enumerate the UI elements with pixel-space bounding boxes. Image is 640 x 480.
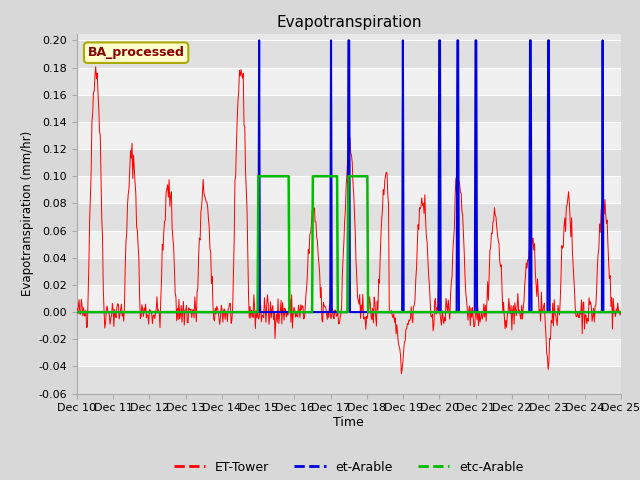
Bar <box>77 312 621 339</box>
Text: BA_processed: BA_processed <box>88 46 184 59</box>
Bar <box>77 122 621 149</box>
Bar <box>77 366 621 394</box>
Bar <box>77 204 621 230</box>
Legend: ET-Tower, et-Arable, etc-Arable: ET-Tower, et-Arable, etc-Arable <box>169 456 529 479</box>
Bar <box>77 285 621 312</box>
Y-axis label: Evapotranspiration (mm/hr): Evapotranspiration (mm/hr) <box>21 131 34 296</box>
Bar <box>77 258 621 285</box>
Title: Evapotranspiration: Evapotranspiration <box>276 15 422 30</box>
X-axis label: Time: Time <box>333 416 364 429</box>
Bar <box>77 95 621 122</box>
Bar <box>77 176 621 204</box>
Bar <box>77 68 621 95</box>
Bar <box>77 230 621 258</box>
Bar <box>77 149 621 176</box>
Bar <box>77 339 621 366</box>
Bar <box>77 40 621 68</box>
